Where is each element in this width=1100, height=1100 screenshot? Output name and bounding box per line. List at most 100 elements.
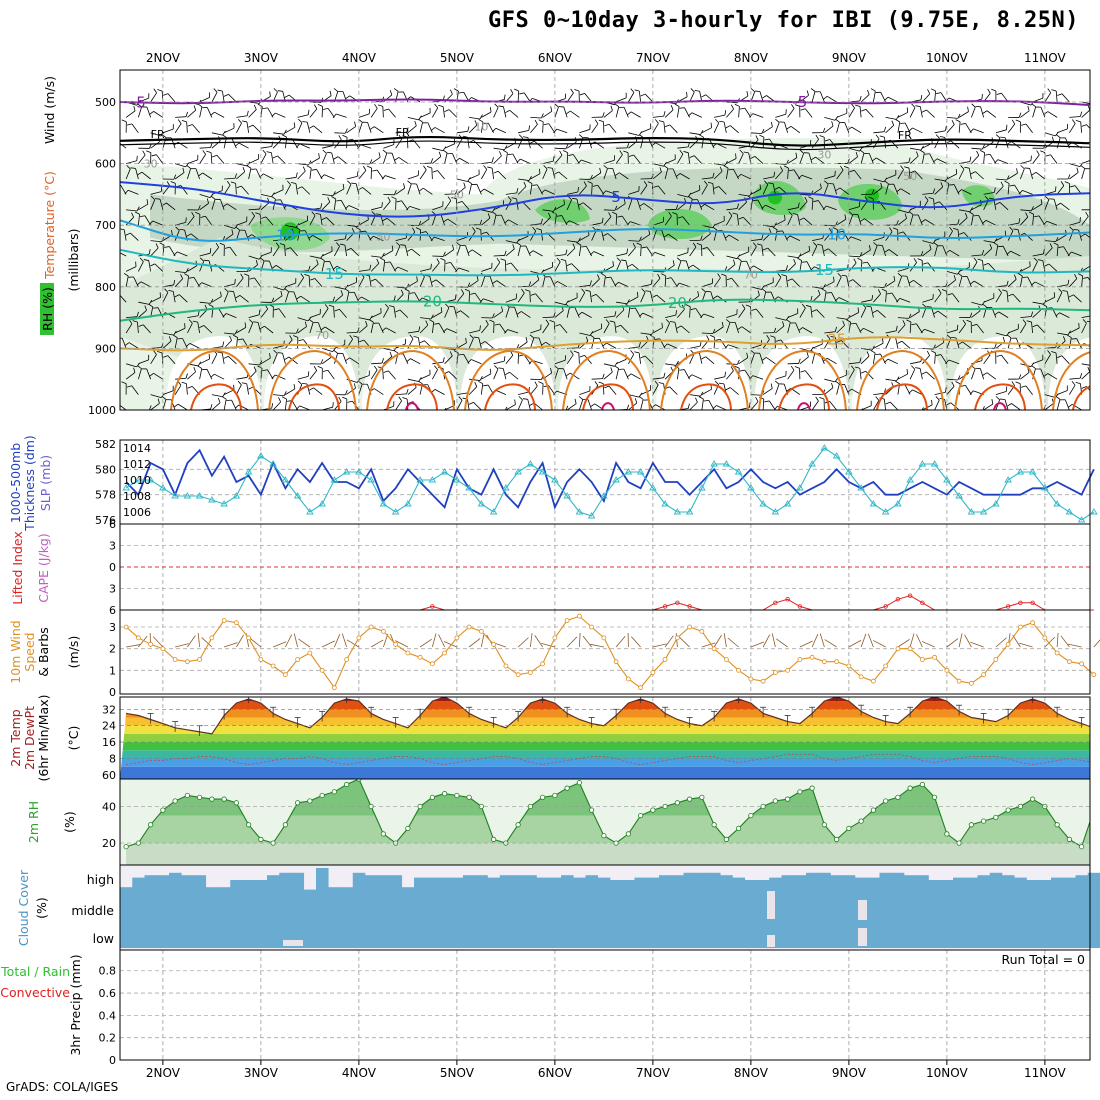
wind-barb bbox=[571, 263, 580, 272]
wind-barb-flag bbox=[724, 344, 729, 349]
wind-barb-flag bbox=[719, 120, 725, 123]
wind10m-speed-point bbox=[968, 680, 974, 686]
wind-barb-flag bbox=[749, 375, 754, 380]
wind-barb-flag bbox=[651, 404, 656, 409]
wind-barb bbox=[763, 176, 774, 180]
wind-barb bbox=[554, 310, 564, 318]
wind-barb bbox=[468, 124, 478, 134]
wind-barb bbox=[206, 107, 213, 118]
wind-barb bbox=[762, 137, 765, 149]
temp-contour-35 bbox=[189, 383, 242, 410]
wind-barb bbox=[187, 265, 198, 272]
wind-barb bbox=[664, 168, 669, 180]
wind-barb-flag bbox=[273, 349, 278, 354]
wind-barb bbox=[799, 201, 808, 211]
wind-barb bbox=[393, 306, 397, 318]
wind-barb bbox=[273, 239, 285, 241]
wind-barb bbox=[774, 384, 780, 395]
wind-barb bbox=[329, 261, 335, 272]
temp-band bbox=[120, 758, 1090, 767]
wind-barb-flag bbox=[957, 189, 962, 194]
slp-point bbox=[1041, 484, 1049, 491]
wind-barb bbox=[863, 327, 874, 334]
wind-barb-flag bbox=[162, 355, 168, 358]
wind-barb bbox=[432, 156, 442, 164]
wind-barb-flag bbox=[282, 134, 287, 138]
wind-barb-flag bbox=[440, 258, 446, 261]
wind-barb bbox=[897, 324, 906, 334]
wind-barb bbox=[530, 279, 540, 288]
wind-barb bbox=[603, 363, 615, 367]
wind-barb bbox=[579, 332, 591, 336]
cloud-bar-high bbox=[597, 877, 611, 892]
wind-barb-flag bbox=[854, 366, 860, 369]
wind-barb-flag bbox=[311, 169, 317, 171]
wind-barb bbox=[873, 131, 885, 134]
wind-barb-flag bbox=[199, 325, 205, 328]
wind10m-speed-point bbox=[172, 657, 178, 662]
wind-barb bbox=[958, 276, 963, 287]
wind10m-barb bbox=[1019, 642, 1033, 648]
wind-barb bbox=[1071, 251, 1082, 257]
wind-barb-flag bbox=[568, 154, 574, 156]
wind-barb bbox=[811, 139, 819, 149]
cloud-bar-high bbox=[781, 875, 795, 892]
wind-barb-flag bbox=[945, 249, 950, 254]
wind-barb bbox=[971, 310, 981, 318]
wind-barb-flag bbox=[528, 176, 532, 181]
wind-barb bbox=[456, 138, 463, 149]
wind10m-speed-point bbox=[883, 663, 889, 669]
wind-barb-flag bbox=[453, 88, 459, 92]
wind-barb-flag bbox=[982, 110, 988, 114]
wind-barb bbox=[860, 94, 870, 103]
wind-barb-flag bbox=[393, 349, 399, 354]
wind-barb bbox=[939, 201, 948, 211]
minmax-label: (6hr Min/Max) bbox=[36, 695, 51, 782]
lifted-index-point bbox=[920, 600, 925, 606]
wind-barb bbox=[1035, 172, 1046, 180]
wind-barb bbox=[909, 107, 916, 118]
wind-barb-flag bbox=[430, 236, 435, 242]
wind-barb bbox=[505, 404, 516, 410]
wind-barb bbox=[934, 399, 940, 410]
wind-barb-flag bbox=[955, 119, 961, 123]
wind-barb bbox=[679, 282, 690, 288]
slp-point bbox=[146, 476, 155, 483]
wind-barb-flag bbox=[485, 319, 489, 325]
slp-point bbox=[1028, 468, 1037, 475]
wind10m-barb bbox=[679, 636, 690, 648]
wind-barb bbox=[591, 378, 603, 380]
wind-barb-flag bbox=[474, 381, 478, 387]
wind-barb-flag bbox=[213, 88, 218, 93]
wind-barb bbox=[177, 251, 188, 257]
pressure-axis-label: (millibars) bbox=[66, 228, 81, 291]
cloud-bar-low bbox=[303, 920, 317, 948]
wind-barb bbox=[937, 310, 948, 318]
wind-barb-flag bbox=[148, 249, 151, 255]
wind-barb-flag bbox=[721, 321, 724, 327]
wind-barb-flag bbox=[284, 356, 290, 360]
wind-barb bbox=[358, 170, 367, 180]
wind-barb-flag bbox=[430, 158, 434, 164]
wind-barb-flag bbox=[565, 220, 570, 225]
wind-barb-flag bbox=[953, 227, 959, 231]
cape-axis-label: CAPE (J/kg) bbox=[36, 533, 51, 603]
wind-barb bbox=[652, 377, 664, 380]
wind-barb-flag bbox=[516, 311, 522, 315]
cloud-bar-high bbox=[1026, 880, 1040, 892]
wind-barb-flag bbox=[317, 104, 323, 107]
wind-barb bbox=[821, 245, 825, 257]
wind-barb bbox=[860, 152, 865, 164]
wind-barb bbox=[587, 399, 593, 410]
wind-barb bbox=[309, 215, 316, 226]
rh-axis-label: RH (%) bbox=[40, 287, 55, 331]
wind-barb bbox=[787, 312, 798, 318]
wind-barb bbox=[131, 123, 139, 134]
wind-barb-flag bbox=[406, 127, 409, 133]
wind-barb bbox=[664, 109, 674, 118]
wind-barb-flag bbox=[553, 206, 557, 212]
wind-barb bbox=[199, 147, 211, 149]
cloud-bar-high bbox=[291, 872, 305, 892]
wind-barb bbox=[615, 203, 626, 211]
wind-barb-flag bbox=[1006, 334, 1012, 339]
